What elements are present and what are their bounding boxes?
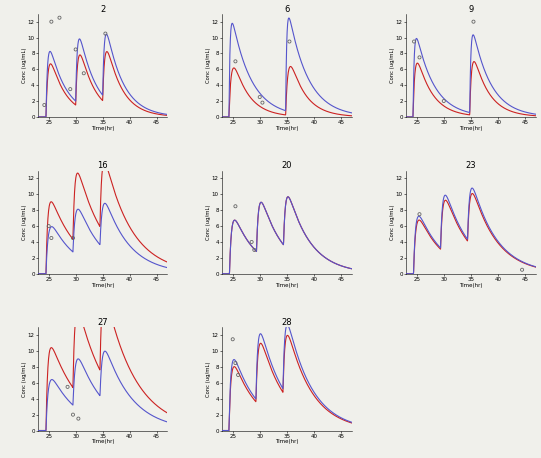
Point [228,336,237,343]
X-axis label: Time(hr): Time(hr) [459,126,483,131]
X-axis label: Time(hr): Time(hr) [459,283,483,288]
Point [101,30,110,37]
Point [231,360,240,367]
Title: 23: 23 [465,162,476,170]
Y-axis label: Conc (ug/mL): Conc (ug/mL) [22,204,27,240]
Point [66,86,75,93]
Y-axis label: Conc (ug/mL): Conc (ug/mL) [22,361,27,397]
Point [439,98,448,105]
Point [247,238,256,245]
Point [231,202,240,210]
Point [469,18,478,25]
Y-axis label: Conc (ug/mL): Conc (ug/mL) [390,204,395,240]
Title: 2: 2 [100,5,105,14]
Y-axis label: Conc (ug/mL): Conc (ug/mL) [22,48,27,83]
Y-axis label: Conc (ug/mL): Conc (ug/mL) [390,48,395,83]
Point [71,46,80,53]
X-axis label: Time(hr): Time(hr) [275,439,299,444]
Point [63,383,72,391]
Point [74,415,83,422]
Point [410,38,418,45]
Point [518,266,526,273]
Y-axis label: Conc (ug/mL): Conc (ug/mL) [206,361,211,397]
Y-axis label: Conc (ug/mL): Conc (ug/mL) [206,204,211,240]
Title: 6: 6 [284,5,289,14]
X-axis label: Time(hr): Time(hr) [91,439,115,444]
Point [285,38,294,45]
Title: 27: 27 [97,318,108,327]
Title: 16: 16 [97,162,108,170]
Point [55,14,64,22]
Point [231,58,240,65]
Point [258,99,267,106]
Title: 28: 28 [281,318,292,327]
Point [69,234,77,242]
X-axis label: Time(hr): Time(hr) [275,283,299,288]
Point [44,223,53,230]
Title: 9: 9 [468,5,473,14]
Point [234,371,242,379]
Point [69,411,77,418]
Point [250,246,259,254]
Point [255,93,264,101]
X-axis label: Time(hr): Time(hr) [91,126,115,131]
Y-axis label: Conc (ug/mL): Conc (ug/mL) [206,48,211,83]
Title: 20: 20 [281,162,292,170]
Point [80,70,88,77]
Point [40,101,49,109]
Point [415,211,424,218]
X-axis label: Time(hr): Time(hr) [91,283,115,288]
Point [47,234,56,242]
X-axis label: Time(hr): Time(hr) [275,126,299,131]
Point [47,18,56,25]
Point [415,54,424,61]
